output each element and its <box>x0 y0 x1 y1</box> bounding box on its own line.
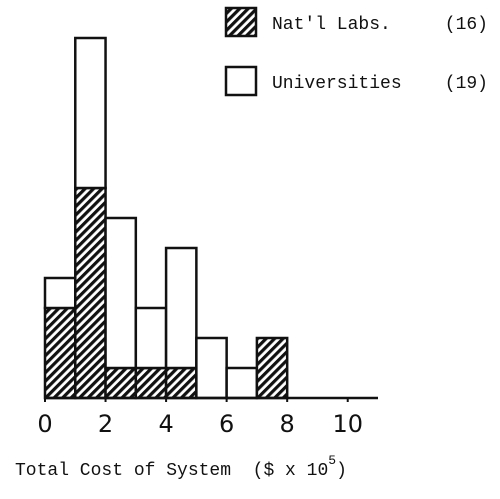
bar <box>195 336 228 400</box>
bar <box>164 366 198 400</box>
bar <box>43 276 77 310</box>
x-tick-label: 6 <box>219 410 234 438</box>
legend-label: Universities <box>272 74 402 94</box>
x-axis-label: Total Cost of System ($ x 105) <box>15 453 347 480</box>
bar <box>225 366 259 400</box>
x-tick-label: 8 <box>280 410 295 438</box>
x-axis-label-end: ) <box>336 461 347 481</box>
x-tick-label: 10 <box>332 410 363 438</box>
bar <box>134 306 168 370</box>
x-tick-label: 2 <box>98 410 113 438</box>
legend-count: (19) <box>445 74 488 94</box>
legend-label: Nat'l Labs. <box>272 15 391 35</box>
bar <box>104 216 138 370</box>
x-axis-label-text: Total Cost of System ($ x 10 <box>15 461 328 481</box>
bar <box>43 306 77 400</box>
legend-count: (16) <box>445 15 488 35</box>
legend-swatch <box>224 6 258 38</box>
bar <box>164 246 198 370</box>
legend-swatch <box>224 65 258 97</box>
x-tick-label: 4 <box>158 410 173 438</box>
bar <box>255 336 289 400</box>
bar <box>74 186 107 400</box>
bar <box>104 366 138 400</box>
x-tick-label: 0 <box>37 410 52 438</box>
bar <box>134 366 168 400</box>
x-axis-label-exponent: 5 <box>328 453 336 468</box>
bar <box>74 36 107 190</box>
